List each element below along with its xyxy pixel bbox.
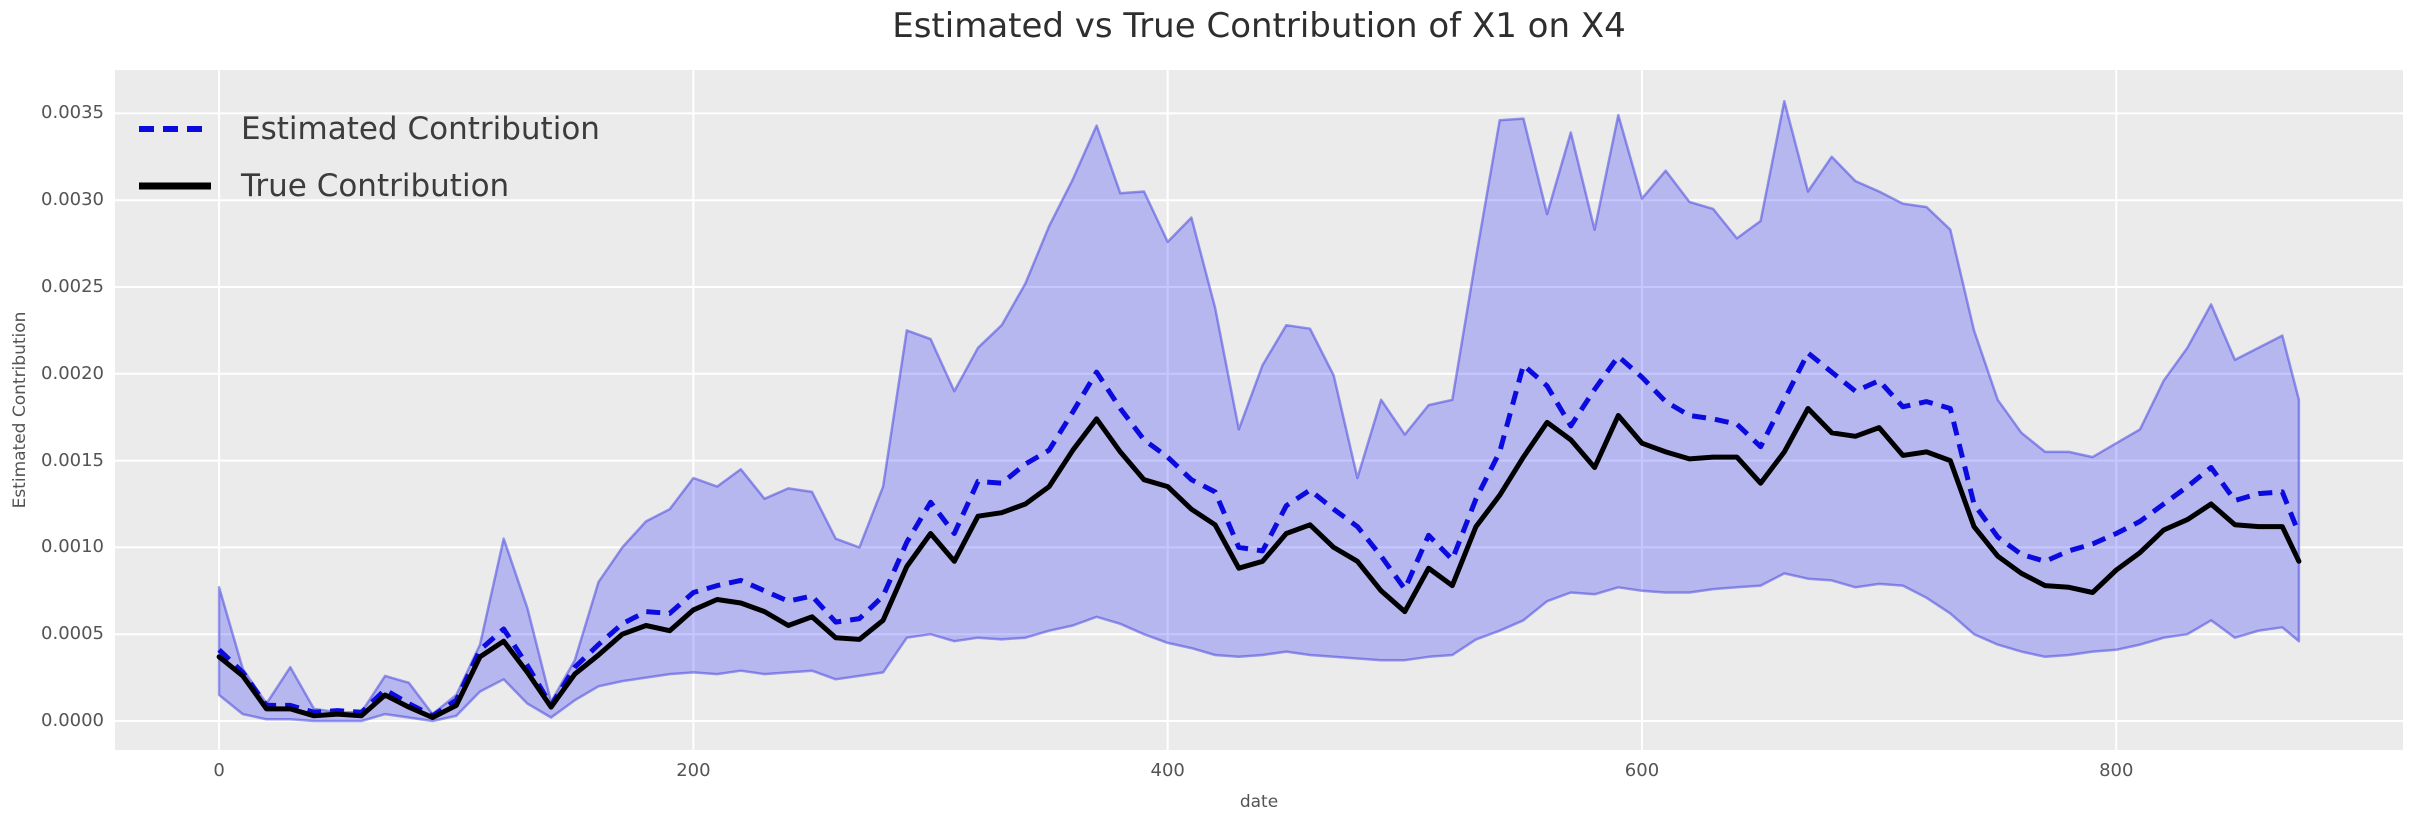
y-tick-label: 0.0035: [41, 102, 104, 124]
y-tick-label: 0.0010: [41, 536, 104, 558]
x-tick-label: 400: [1150, 760, 1185, 781]
y-tick-label: 0.0025: [41, 276, 104, 297]
legend-item-estimated: Estimated Contribution: [135, 100, 600, 157]
axes-background: [115, 70, 2403, 750]
x-axis-label: date: [1239, 792, 1279, 812]
estimated-line-sample-icon: [139, 125, 211, 132]
true-contribution-line: [216, 406, 2302, 720]
y-tick-label: 0.0020: [41, 362, 104, 384]
x-tick-label: 600: [1624, 760, 1660, 781]
legend: Estimated Contribution True Contribution: [135, 100, 600, 214]
estimated-contribution-line: [217, 350, 2302, 719]
y-tick-label: 0.0015: [41, 449, 104, 471]
y-tick-label: 0.0030: [41, 189, 104, 211]
legend-item-true: True Contribution: [135, 157, 600, 214]
legend-label-estimated: Estimated Contribution: [241, 110, 600, 147]
chart-title: Estimated vs True Contribution of X1 on …: [892, 6, 1626, 46]
x-tick-label: 0: [213, 760, 225, 781]
x-tick-label: 200: [676, 760, 711, 781]
x-tick-label: 800: [2099, 760, 2134, 781]
y-tick-label: 0.0005: [41, 623, 104, 645]
confidence-band: [217, 99, 2301, 723]
true-line-sample-icon: [139, 182, 211, 189]
legend-label-true: True Contribution: [241, 167, 510, 204]
y-tick-label: 0.0000: [41, 710, 104, 731]
